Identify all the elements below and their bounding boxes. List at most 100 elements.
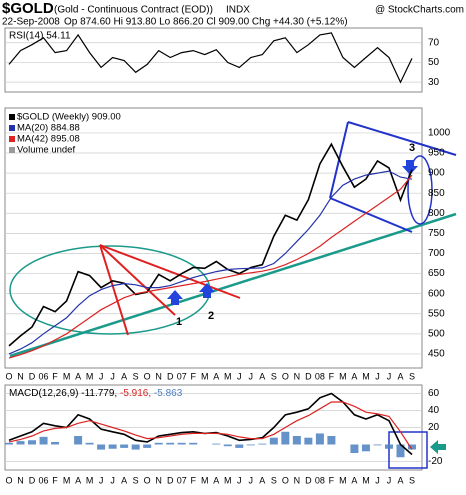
histogram-bar xyxy=(131,444,140,450)
arrow xyxy=(402,160,418,175)
y-tick-label: 650 xyxy=(428,268,445,279)
y-tick-label: 50 xyxy=(428,57,440,68)
x-tick-label: F xyxy=(190,475,196,485)
histogram-bar xyxy=(292,436,301,445)
quote: Op 874.60 Hi 913.80 Lo 866.20 Cl 909.00 … xyxy=(64,17,348,28)
histogram-bar xyxy=(258,443,267,445)
x-tick-label: J xyxy=(249,371,254,381)
histogram-bar xyxy=(166,442,175,445)
x-tick-label: M xyxy=(201,475,209,485)
rsi-panel xyxy=(4,27,423,93)
x-tick-label: M xyxy=(362,475,370,485)
histogram-bar xyxy=(108,444,117,449)
y-tick-label: 850 xyxy=(428,188,445,199)
panel-label: MACD(12,26,9) -11.779, -5.916, -5.863 xyxy=(9,388,183,399)
line xyxy=(8,170,413,355)
x-tick-label: D xyxy=(167,371,174,381)
histogram-bar xyxy=(51,441,60,445)
x-tick-label: A xyxy=(121,371,127,381)
histogram-bar xyxy=(373,444,382,446)
y-tick-label: 800 xyxy=(428,208,445,219)
x-tick-label: A xyxy=(213,475,219,485)
y-tick-label: 40 xyxy=(428,405,440,416)
y-tick-label: 900 xyxy=(428,168,445,179)
x-tick-label: D xyxy=(29,371,36,381)
x-tick-label: O xyxy=(5,371,12,381)
histogram-bar xyxy=(246,444,255,446)
x-tick-label: M xyxy=(224,475,232,485)
x-tick-label: A xyxy=(259,371,265,381)
arrow xyxy=(199,283,215,298)
x-tick-label: O xyxy=(282,475,289,485)
x-tick-label: A xyxy=(121,475,127,485)
x-tick-label: J xyxy=(110,371,115,381)
x-tick-label: A xyxy=(351,475,357,485)
x-tick-label: S xyxy=(271,475,277,485)
x-tick-label: D xyxy=(29,475,36,485)
x-tick-label: J xyxy=(375,475,380,485)
x-tick-label: J xyxy=(99,371,104,381)
histogram-bar xyxy=(74,436,83,445)
legend-swatch xyxy=(9,125,15,131)
x-tick-label: S xyxy=(271,371,277,381)
histogram-bar xyxy=(304,437,313,445)
histogram-bar xyxy=(28,440,37,445)
x-tick-label: J xyxy=(237,475,242,485)
x-tick-label: 06 xyxy=(39,475,49,485)
x-tick-label: M xyxy=(86,371,94,381)
x-tick-label: F xyxy=(52,371,58,381)
source: @ StockCharts.com xyxy=(375,5,464,16)
x-tick-label: J xyxy=(387,475,392,485)
arrow xyxy=(167,290,183,305)
histogram-bar xyxy=(223,444,232,447)
histogram-bar xyxy=(315,433,324,445)
x-tick-label: A xyxy=(259,475,265,485)
x-tick-label: A xyxy=(213,371,219,381)
histogram-bar xyxy=(269,437,278,445)
x-tick-label: F xyxy=(190,371,196,381)
x-tick-label: 07 xyxy=(177,371,187,381)
x-tick-label: D xyxy=(305,371,312,381)
x-tick-label: A xyxy=(397,371,403,381)
x-tick-label: M xyxy=(339,371,347,381)
y-tick-label: 700 xyxy=(428,248,445,259)
x-tick-label: N xyxy=(155,371,162,381)
histogram-bar xyxy=(384,444,393,449)
x-tick-label: D xyxy=(305,475,312,485)
x-tick-label: J xyxy=(237,371,242,381)
annotation: 1 xyxy=(176,316,182,328)
legend-note: Volume undef xyxy=(17,145,75,156)
histogram-bar xyxy=(189,442,198,445)
histogram-bar xyxy=(5,442,13,445)
symbol: $GOLD xyxy=(2,0,54,17)
legend-swatch xyxy=(9,136,15,142)
x-tick-label: O xyxy=(144,371,151,381)
x-tick-label: A xyxy=(75,475,81,485)
x-tick-label: 06 xyxy=(39,371,49,381)
x-tick-label: N xyxy=(155,475,162,485)
x-tick-label: D xyxy=(167,475,174,485)
x-tick-label: F xyxy=(329,371,335,381)
x-tick-label: 08 xyxy=(315,475,325,485)
channel-line xyxy=(329,197,413,233)
overlays xyxy=(9,121,457,469)
histogram-bar xyxy=(154,442,163,445)
histogram-bar xyxy=(361,444,370,452)
x-tick-label: N xyxy=(294,475,301,485)
histogram-bar xyxy=(97,444,106,450)
x-tick-label: M xyxy=(201,371,209,381)
date: 22-Sep-2008 xyxy=(2,17,60,28)
x-tick-label: J xyxy=(249,475,254,485)
x-tick-label: S xyxy=(133,371,139,381)
x-tick-label: S xyxy=(133,475,139,485)
histogram-bar xyxy=(396,444,405,458)
x-tick-label: A xyxy=(397,475,403,485)
line xyxy=(8,174,413,359)
x-tick-label: 08 xyxy=(315,371,325,381)
histogram-bar xyxy=(16,441,25,445)
line xyxy=(8,32,413,84)
histogram-bar xyxy=(408,444,416,450)
x-tick-label: A xyxy=(75,371,81,381)
x-tick-label: S xyxy=(409,371,415,381)
